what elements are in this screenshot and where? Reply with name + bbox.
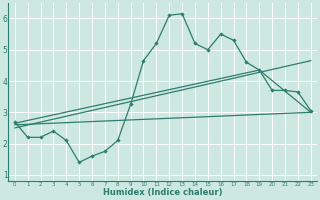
X-axis label: Humidex (Indice chaleur): Humidex (Indice chaleur): [103, 188, 222, 197]
